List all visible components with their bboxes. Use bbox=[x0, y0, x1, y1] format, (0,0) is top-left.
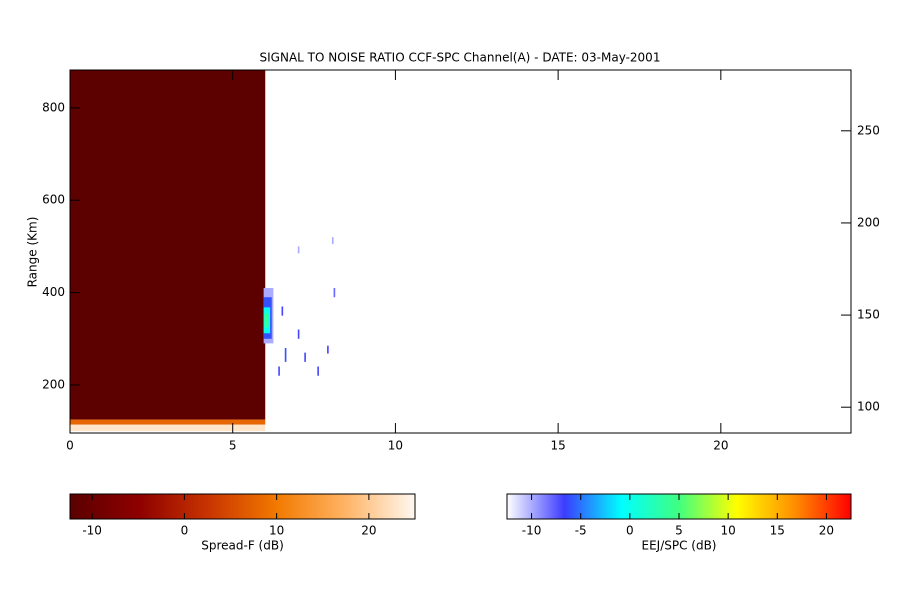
heatmap bbox=[70, 70, 336, 432]
colorbar-tick-label: 15 bbox=[770, 524, 785, 538]
heat-cell bbox=[281, 306, 284, 316]
chart-title: SIGNAL TO NOISE RATIO CCF-SPC Channel(A)… bbox=[260, 51, 661, 65]
colorbar-label: Spread-F (dB) bbox=[201, 539, 284, 553]
colorbar bbox=[69, 493, 416, 520]
y-tick-label: 800 bbox=[42, 100, 65, 114]
heat-cell bbox=[70, 70, 266, 420]
heat-cell bbox=[327, 345, 329, 354]
colorbar-tick-label: -10 bbox=[522, 524, 542, 538]
heat-cell bbox=[278, 366, 280, 376]
colorbar-tick-label: 0 bbox=[181, 524, 189, 538]
y-tick-label: 600 bbox=[42, 193, 65, 207]
colorbar-tick-label: 10 bbox=[721, 524, 736, 538]
y2-tick-label: 200 bbox=[857, 215, 880, 229]
heat-cell bbox=[297, 246, 300, 254]
x-tick-label: 5 bbox=[229, 439, 237, 453]
colorbar-tick-label: -10 bbox=[82, 524, 102, 538]
heat-cell bbox=[304, 352, 306, 362]
plot-frame bbox=[69, 69, 852, 434]
y2-tick-label: 250 bbox=[857, 123, 880, 137]
colorbar-tick-label: -5 bbox=[575, 524, 587, 538]
x-tick-label: 15 bbox=[550, 439, 565, 453]
heat-cell bbox=[284, 348, 287, 362]
x-tick-label: 20 bbox=[713, 439, 728, 453]
heat-cell bbox=[317, 366, 319, 376]
heat-cell bbox=[333, 287, 336, 298]
y2-tick-label: 150 bbox=[857, 308, 880, 322]
heat-cell bbox=[264, 313, 269, 328]
y-axis-label: Range (Km) bbox=[26, 217, 40, 288]
colorbar-tick-label: 5 bbox=[675, 524, 683, 538]
heat-cell bbox=[70, 424, 266, 432]
colorbar-tick-label: 20 bbox=[819, 524, 834, 538]
x-tick-label: 0 bbox=[66, 439, 74, 453]
y-tick-label: 200 bbox=[42, 377, 65, 391]
heat-cell bbox=[70, 419, 266, 425]
heat-cell bbox=[331, 237, 334, 245]
y2-tick-label: 100 bbox=[857, 400, 880, 414]
x-tick-label: 10 bbox=[388, 439, 403, 453]
heat-cell bbox=[297, 329, 300, 339]
colorbar-tick-label: 20 bbox=[361, 524, 376, 538]
y-tick-label: 400 bbox=[42, 285, 65, 299]
colorbar-tick-label: 10 bbox=[269, 524, 284, 538]
colorbar-tick-label: 0 bbox=[626, 524, 634, 538]
colorbar-label: EEJ/SPC (dB) bbox=[641, 539, 716, 553]
